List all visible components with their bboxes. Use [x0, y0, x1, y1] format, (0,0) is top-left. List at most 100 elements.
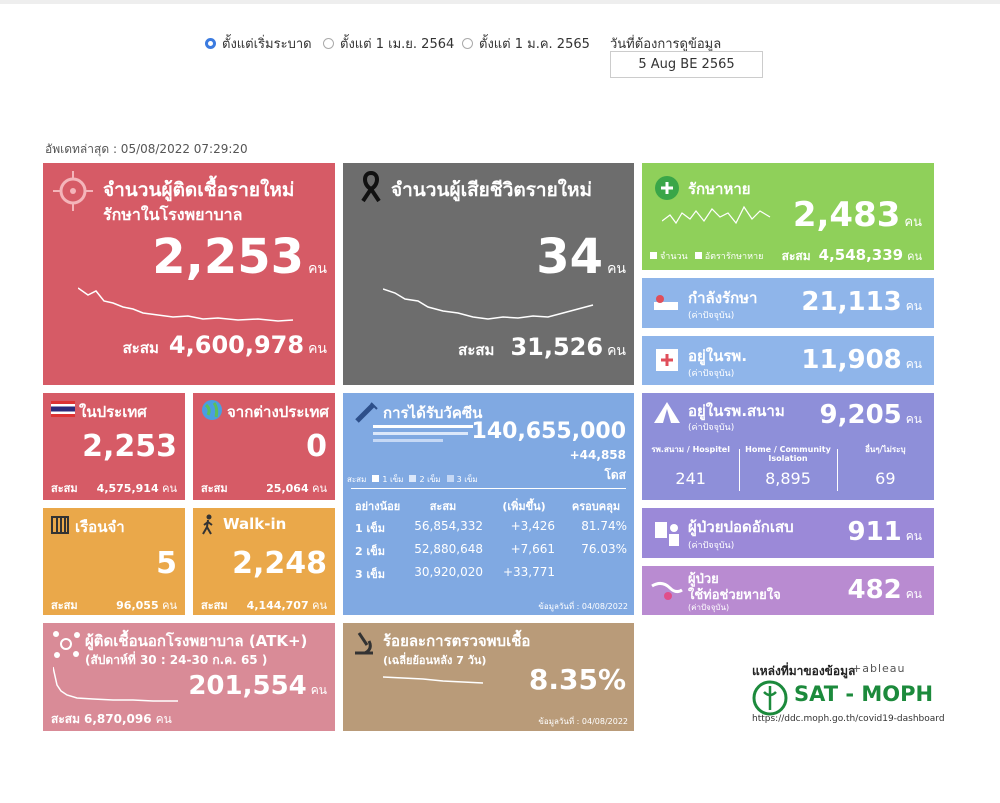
- value: 140,655,000: [471, 419, 626, 444]
- value: 201,554: [188, 671, 307, 701]
- legend-label: สะสม: [347, 475, 367, 484]
- table-cell: +33,771: [502, 565, 555, 579]
- cum-value: 6,870,096: [84, 712, 152, 726]
- footer-note: ข้อมูลวันที่ : 04/08/2022: [538, 717, 628, 726]
- unit: คน: [905, 412, 922, 426]
- new-cases-card: จำนวนผู้ติดเชื้อรายใหม่ รักษาในโรงพยาบาล…: [43, 163, 335, 385]
- unit: คน: [155, 712, 172, 726]
- card-note: (ค่าปัจจุบัน): [688, 541, 735, 551]
- ventilator-card: ผู้ป่วย ใช้ท่อช่วยหายใจ (ค่าปัจจุบัน) 48…: [642, 566, 934, 615]
- in-hospital-card: อยู่ในรพ. (ค่าปัจจุบัน) 11,908 คน: [642, 336, 934, 385]
- legend-swatch: [446, 475, 454, 482]
- footer-note: ข้อมูลวันที่ : 04/08/2022: [538, 602, 628, 611]
- filter-option[interactable]: ตั้งแต่ 1 เม.ย. 2564: [323, 33, 454, 54]
- walkin-card: Walk-in 2,248 สะสม 4,144,707 คน: [193, 508, 335, 615]
- table-cell: 2 เข็ม: [355, 545, 386, 558]
- unit: คน: [904, 215, 922, 230]
- legend: สะสม 1 เข็ม 2 เข็ม 3 เข็ม: [347, 473, 481, 486]
- table-row: 2 เข็ม 52,880,648 +7,661 76.03%: [343, 542, 634, 565]
- table-cell: 3 เข็ม: [355, 568, 386, 581]
- divider: [351, 488, 626, 489]
- card-note: (ค่าปัจจุบัน): [688, 423, 735, 433]
- patient-icon: [655, 522, 679, 546]
- header-cell: (เพิ่มขึ้น): [502, 500, 546, 513]
- cum-value: 4,575,914: [96, 482, 159, 495]
- card-subtitle: (เฉลี่ยย้อนหลัง 7 วัน): [383, 654, 487, 667]
- radio-dot: [462, 38, 473, 49]
- table-header: อย่างน้อย สะสม (เพิ่มขึ้น) ครอบคลุม: [343, 497, 634, 515]
- field-hospital-card: อยู่ในรพ.สนาม (ค่าปัจจุบัน) 9,205 คน รพ.ส…: [642, 393, 934, 500]
- ribbon-icon: [361, 171, 381, 203]
- card-title: ผู้ป่วยปอดอักเสบ: [688, 518, 794, 536]
- source-label: แหล่งที่มาของข้อมูล: [752, 664, 856, 678]
- card-subtitle: รักษาในโรงพยาบาล: [103, 205, 243, 224]
- legend-label: จำนวน: [660, 252, 688, 262]
- card-title: อยู่ในรพ.: [688, 347, 748, 365]
- radio-dot: [205, 38, 216, 49]
- cum-label: สะสม: [201, 482, 228, 495]
- card-title: การได้รับวัคซีน: [383, 404, 483, 422]
- recovered-card: รักษาหาย 2,483 คน จำนวน อัตรารักษาหาย สะสม…: [642, 163, 934, 270]
- cum-label: สะสม: [51, 599, 78, 612]
- legend-swatch: [372, 475, 380, 482]
- card-title: จากต่างประเทศ: [227, 403, 329, 421]
- unit: คน: [162, 599, 177, 612]
- table-cell: 56,854,332: [414, 519, 483, 533]
- increase: +44,858: [569, 448, 626, 462]
- unit: คน: [308, 341, 327, 357]
- last-updated: อัพเดทล่าสุด : 05/08/2022 07:29:20: [45, 142, 248, 156]
- legend-label: อัตรารักษาหาย: [704, 252, 764, 262]
- cum-value: 96,055: [116, 599, 159, 612]
- date-input[interactable]: 5 Aug BE 2565: [610, 51, 763, 78]
- filter-label: ตั้งแต่เริ่มระบาด: [222, 37, 312, 52]
- cum-label: สะสม: [51, 712, 81, 726]
- unit: คน: [310, 683, 327, 697]
- card-title: เรือนจำ: [75, 518, 125, 536]
- cum-value: 25,064: [266, 482, 309, 495]
- card-title: ผู้ติดเชื้อนอกโรงพยาบาล (ATK+): [85, 632, 308, 650]
- value: 2,253: [82, 429, 177, 464]
- table-cell: 1 เข็ม: [355, 522, 386, 535]
- cum-label: สะสม: [458, 341, 495, 359]
- unit: คน: [905, 587, 922, 601]
- value: 2,483: [792, 195, 901, 235]
- card-title: กำลังรักษา: [688, 289, 758, 307]
- breakdown-divider: [739, 449, 741, 491]
- sparkline: [53, 666, 178, 702]
- unit: คน: [905, 357, 922, 371]
- treating-card: กำลังรักษา (ค่าปัจจุบัน) 21,113 คน: [642, 278, 934, 328]
- pneumonia-card: ผู้ป่วยปอดอักเสบ (ค่าปัจจุบัน) 911 คน: [642, 508, 934, 558]
- card-subtitle: (สัปดาห์ที่ 30 : 24-30 ก.ค. 65 ): [85, 653, 268, 667]
- cum-value: 31,526: [510, 333, 604, 361]
- prison-icon: [51, 516, 69, 534]
- card-title: ในประเทศ: [79, 403, 147, 421]
- unit: คน: [312, 599, 327, 612]
- vaccine-card: การได้รับวัคซีน 140,655,000 +44,858 โดส …: [343, 393, 634, 615]
- card-note: (ค่าปัจจุบัน): [688, 603, 730, 612]
- domestic-card: ในประเทศ 2,253 สะสม 4,575,914 คน: [43, 393, 185, 500]
- card-title: ผู้ป่วย: [688, 572, 719, 587]
- date-label: วันที่ต้องการดูข้อมูล: [610, 37, 722, 52]
- moph-emblem: [752, 680, 788, 716]
- value: 2,248: [232, 546, 327, 581]
- filter-option[interactable]: ตั้งแต่ 1 ม.ค. 2565: [462, 33, 590, 54]
- card-title: Walk-in: [223, 515, 287, 533]
- table-cell: 76.03%: [581, 542, 627, 556]
- positivity-card: ร้อยละการตรวจพบเชื้อ (เฉลี่ยย้อนหลัง 7 ว…: [343, 623, 634, 731]
- table-cell: 81.74%: [581, 519, 627, 533]
- source-tool: +ableau: [852, 662, 906, 675]
- breakdown-divider: [836, 449, 838, 491]
- sparkline: [78, 287, 294, 322]
- filter-label: ตั้งแต่ 1 เม.ย. 2564: [340, 37, 455, 52]
- microscope-icon: [355, 632, 373, 655]
- cum-label: สะสม: [122, 339, 159, 357]
- card-title: จำนวนผู้ติดเชื้อรายใหม่: [103, 179, 295, 201]
- unit: โดส: [604, 468, 626, 482]
- cum-label: สะสม: [201, 599, 228, 612]
- filter-option[interactable]: ตั้งแต่เริ่มระบาด: [205, 33, 312, 54]
- legend-swatch: [409, 475, 417, 482]
- card-title: อยู่ในรพ.สนาม: [688, 402, 785, 420]
- globe-icon: [202, 400, 222, 420]
- header-cell: สะสม: [429, 500, 457, 513]
- unit: คน: [907, 250, 922, 263]
